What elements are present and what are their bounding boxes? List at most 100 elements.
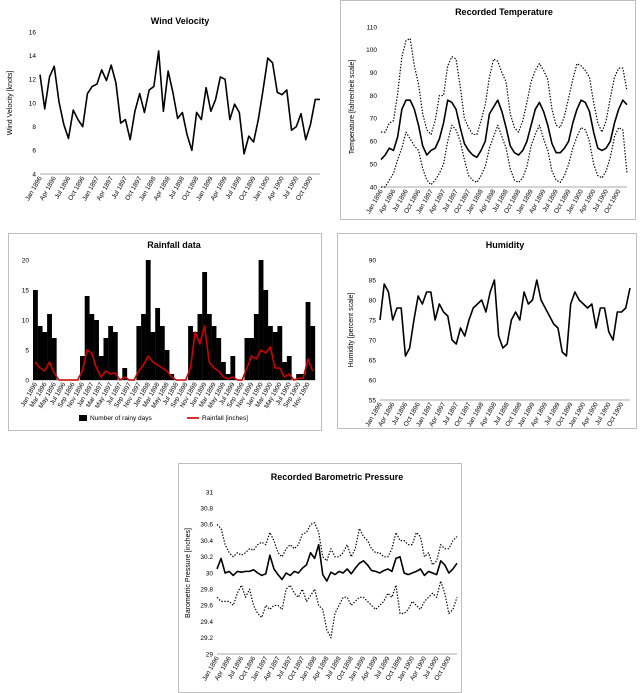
- bar: [103, 338, 109, 380]
- y-tick-label: 60: [370, 139, 378, 146]
- y-tick-label: 100: [366, 47, 377, 54]
- y-tick-label: 8: [32, 124, 36, 131]
- bar: [197, 314, 203, 380]
- y-tick-label: 60: [369, 377, 377, 384]
- y-tick-label: 31: [206, 489, 214, 496]
- bar: [47, 314, 52, 380]
- y-tick-label: 12: [29, 77, 37, 84]
- bar: [98, 356, 104, 380]
- y-tick-label: 85: [369, 277, 377, 284]
- y-tick-label: 80: [369, 297, 377, 304]
- pressure-svg: Recorded Barometric Pressure 29 29.2 29.4 29…: [185, 472, 458, 682]
- y-tick-label: 29.8: [200, 587, 213, 594]
- bar: [253, 314, 259, 380]
- bar: [216, 338, 222, 380]
- temperature-chart: Recorded Temperature 40 50 60 70 80 90 100 110 Te…: [340, 0, 636, 220]
- y-tick-label: 55: [369, 397, 377, 404]
- bar: [155, 308, 161, 380]
- legend-swatch-bar: [79, 415, 87, 421]
- temperature-svg: Recorded Temperature 40 50 60 70 80 90 100 110 Te…: [349, 7, 628, 215]
- bar: [159, 326, 165, 380]
- bar: [272, 332, 278, 380]
- bar: [188, 326, 193, 380]
- wind-title: Wind Velocity: [151, 16, 209, 26]
- y-tick-label: 70: [370, 116, 378, 123]
- y-tick-label: 15: [22, 287, 30, 294]
- humidity-svg: Humidity 55 60 65 70 75 80 85 90 Humidity [percen…: [348, 240, 631, 428]
- bar: [211, 326, 217, 380]
- bar: [164, 350, 170, 380]
- y-tick-label: 29: [206, 651, 214, 658]
- y-tick-label: 20: [22, 257, 30, 264]
- y-tick-label: 110: [367, 24, 378, 31]
- rainfall-title: Rainfall data: [147, 240, 202, 250]
- bar: [192, 332, 198, 380]
- y-axis-label: Humidity [percent scale]: [348, 293, 355, 368]
- y-tick-label: 4: [32, 171, 36, 178]
- bar: [244, 338, 250, 380]
- y-tick-label: 75: [369, 317, 377, 324]
- bar: [42, 332, 48, 380]
- series-line-0: [216, 543, 458, 582]
- y-tick-label: 16: [29, 29, 37, 36]
- y-tick-label: 29.4: [200, 619, 213, 626]
- y-tick-label: 10: [29, 100, 37, 107]
- bar: [150, 332, 156, 380]
- wind-svg: Wind Velocity 4 6 8 10 12 14 16 Wind Velocity [k…: [7, 16, 320, 202]
- wind-velocity-chart: Wind Velocity 4 6 8 10 12 14 16 Wind Velocity [k…: [2, 2, 324, 220]
- bar: [221, 362, 226, 380]
- series-line-2: [216, 580, 458, 639]
- temperature-title: Recorded Temperature: [455, 7, 553, 17]
- y-tick-label: 30.6: [200, 522, 213, 529]
- bar: [122, 368, 128, 380]
- bar: [84, 296, 90, 380]
- bar: [263, 290, 269, 380]
- bar: [112, 332, 118, 380]
- y-tick-label: 29.6: [200, 603, 213, 610]
- series-line-2: [381, 124, 628, 188]
- bar: [230, 356, 236, 380]
- y-tick-label: 14: [29, 53, 37, 60]
- humidity-chart: Humidity 55 60 65 70 75 80 85 90 Humidity [percen…: [337, 233, 637, 429]
- y-tick-label: 80: [370, 93, 378, 100]
- series-line-1: [381, 37, 628, 136]
- legend-label: Number of rainy days: [90, 415, 153, 422]
- y-axis-label: Barometric Pressure [inches]: [185, 528, 192, 618]
- y-tick-label: 90: [370, 70, 378, 77]
- y-tick-label: 5: [25, 347, 29, 354]
- bar: [136, 326, 142, 380]
- y-tick-label: 30.8: [200, 506, 213, 513]
- bar: [206, 314, 212, 380]
- bar: [282, 362, 287, 380]
- bar: [108, 326, 114, 380]
- series-line-0: [379, 279, 631, 357]
- y-tick-label: 6: [32, 148, 36, 155]
- y-tick-label: 29.2: [200, 635, 213, 642]
- pressure-title: Recorded Barometric Pressure: [271, 472, 404, 482]
- bar: [51, 338, 57, 380]
- bar: [145, 260, 151, 380]
- bar: [258, 260, 264, 380]
- y-tick-label: 70: [369, 337, 377, 344]
- y-tick-label: 50: [370, 161, 378, 168]
- series-line-1: [216, 522, 458, 566]
- bar: [286, 356, 292, 380]
- rainfall-chart: Rainfall data 0 5 10 15 20 Jan 1896 Mar 1896 May…: [8, 233, 322, 431]
- humidity-title: Humidity: [486, 240, 525, 250]
- y-tick-label: 30.2: [200, 554, 213, 561]
- series-line-0: [380, 99, 628, 161]
- y-axis-label: Wind Velocity [knots]: [7, 71, 14, 136]
- bar: [277, 326, 283, 380]
- bar: [305, 302, 311, 380]
- y-tick-label: 30.4: [200, 538, 213, 545]
- bar: [141, 314, 146, 380]
- bar: [89, 314, 95, 380]
- bar: [225, 374, 231, 380]
- barometric-pressure-chart: Recorded Barometric Pressure 29 29.2 29.4 29…: [178, 463, 462, 693]
- y-tick-label: 40: [370, 184, 378, 191]
- bar: [94, 320, 99, 380]
- y-tick-label: 65: [369, 357, 377, 364]
- bar: [268, 326, 273, 380]
- bar: [249, 338, 255, 380]
